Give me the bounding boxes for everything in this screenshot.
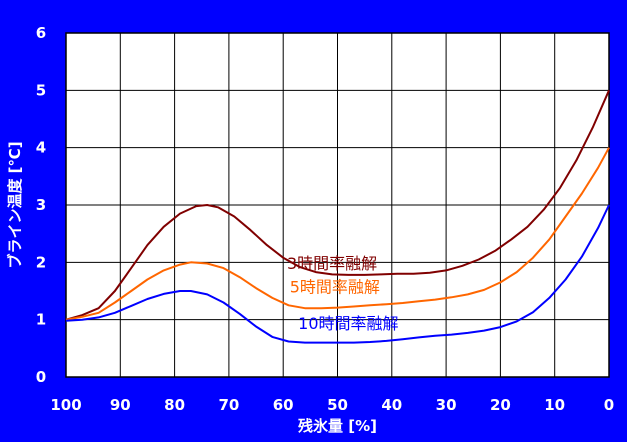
x-tick-label: 20 [490, 396, 511, 414]
x-tick-label: 100 [50, 396, 81, 414]
series-label: 3時間率融解 [287, 254, 377, 273]
y-tick-label: 4 [36, 139, 46, 157]
x-axis-label: 残氷量 [%] [298, 417, 377, 435]
x-tick-label: 40 [381, 396, 402, 414]
series-layer [65, 89, 610, 344]
y-tick-labels: 0 1 2 3 4 5 6 [36, 24, 46, 386]
y-tick-label: 6 [36, 24, 46, 42]
y-tick-label: 2 [36, 253, 46, 271]
y-axis-label: ブライン温度 [℃] [6, 141, 24, 268]
x-tick-label: 90 [110, 396, 131, 414]
series-label: 10時間率融解 [298, 314, 398, 333]
series-line [65, 89, 610, 321]
x-tick-label: 60 [273, 396, 294, 414]
y-tick-label: 1 [36, 311, 46, 329]
y-tick-label: 5 [36, 81, 46, 99]
x-tick-label: 50 [327, 396, 348, 414]
x-tick-label: 0 [604, 396, 614, 414]
x-tick-label: 10 [544, 396, 565, 414]
x-tick-label: 30 [436, 396, 457, 414]
series-line [65, 204, 610, 344]
series-labels: 3時間率融解 5時間率融解 10時間率融解 [287, 254, 399, 333]
series-line [65, 147, 610, 321]
y-tick-label: 3 [36, 196, 46, 214]
x-tick-label: 80 [164, 396, 185, 414]
x-tick-label: 70 [218, 396, 239, 414]
y-tick-label: 0 [36, 368, 46, 386]
series-label: 5時間率融解 [290, 278, 380, 297]
x-tick-labels: 100 90 80 70 60 50 40 30 20 10 0 [50, 396, 614, 414]
